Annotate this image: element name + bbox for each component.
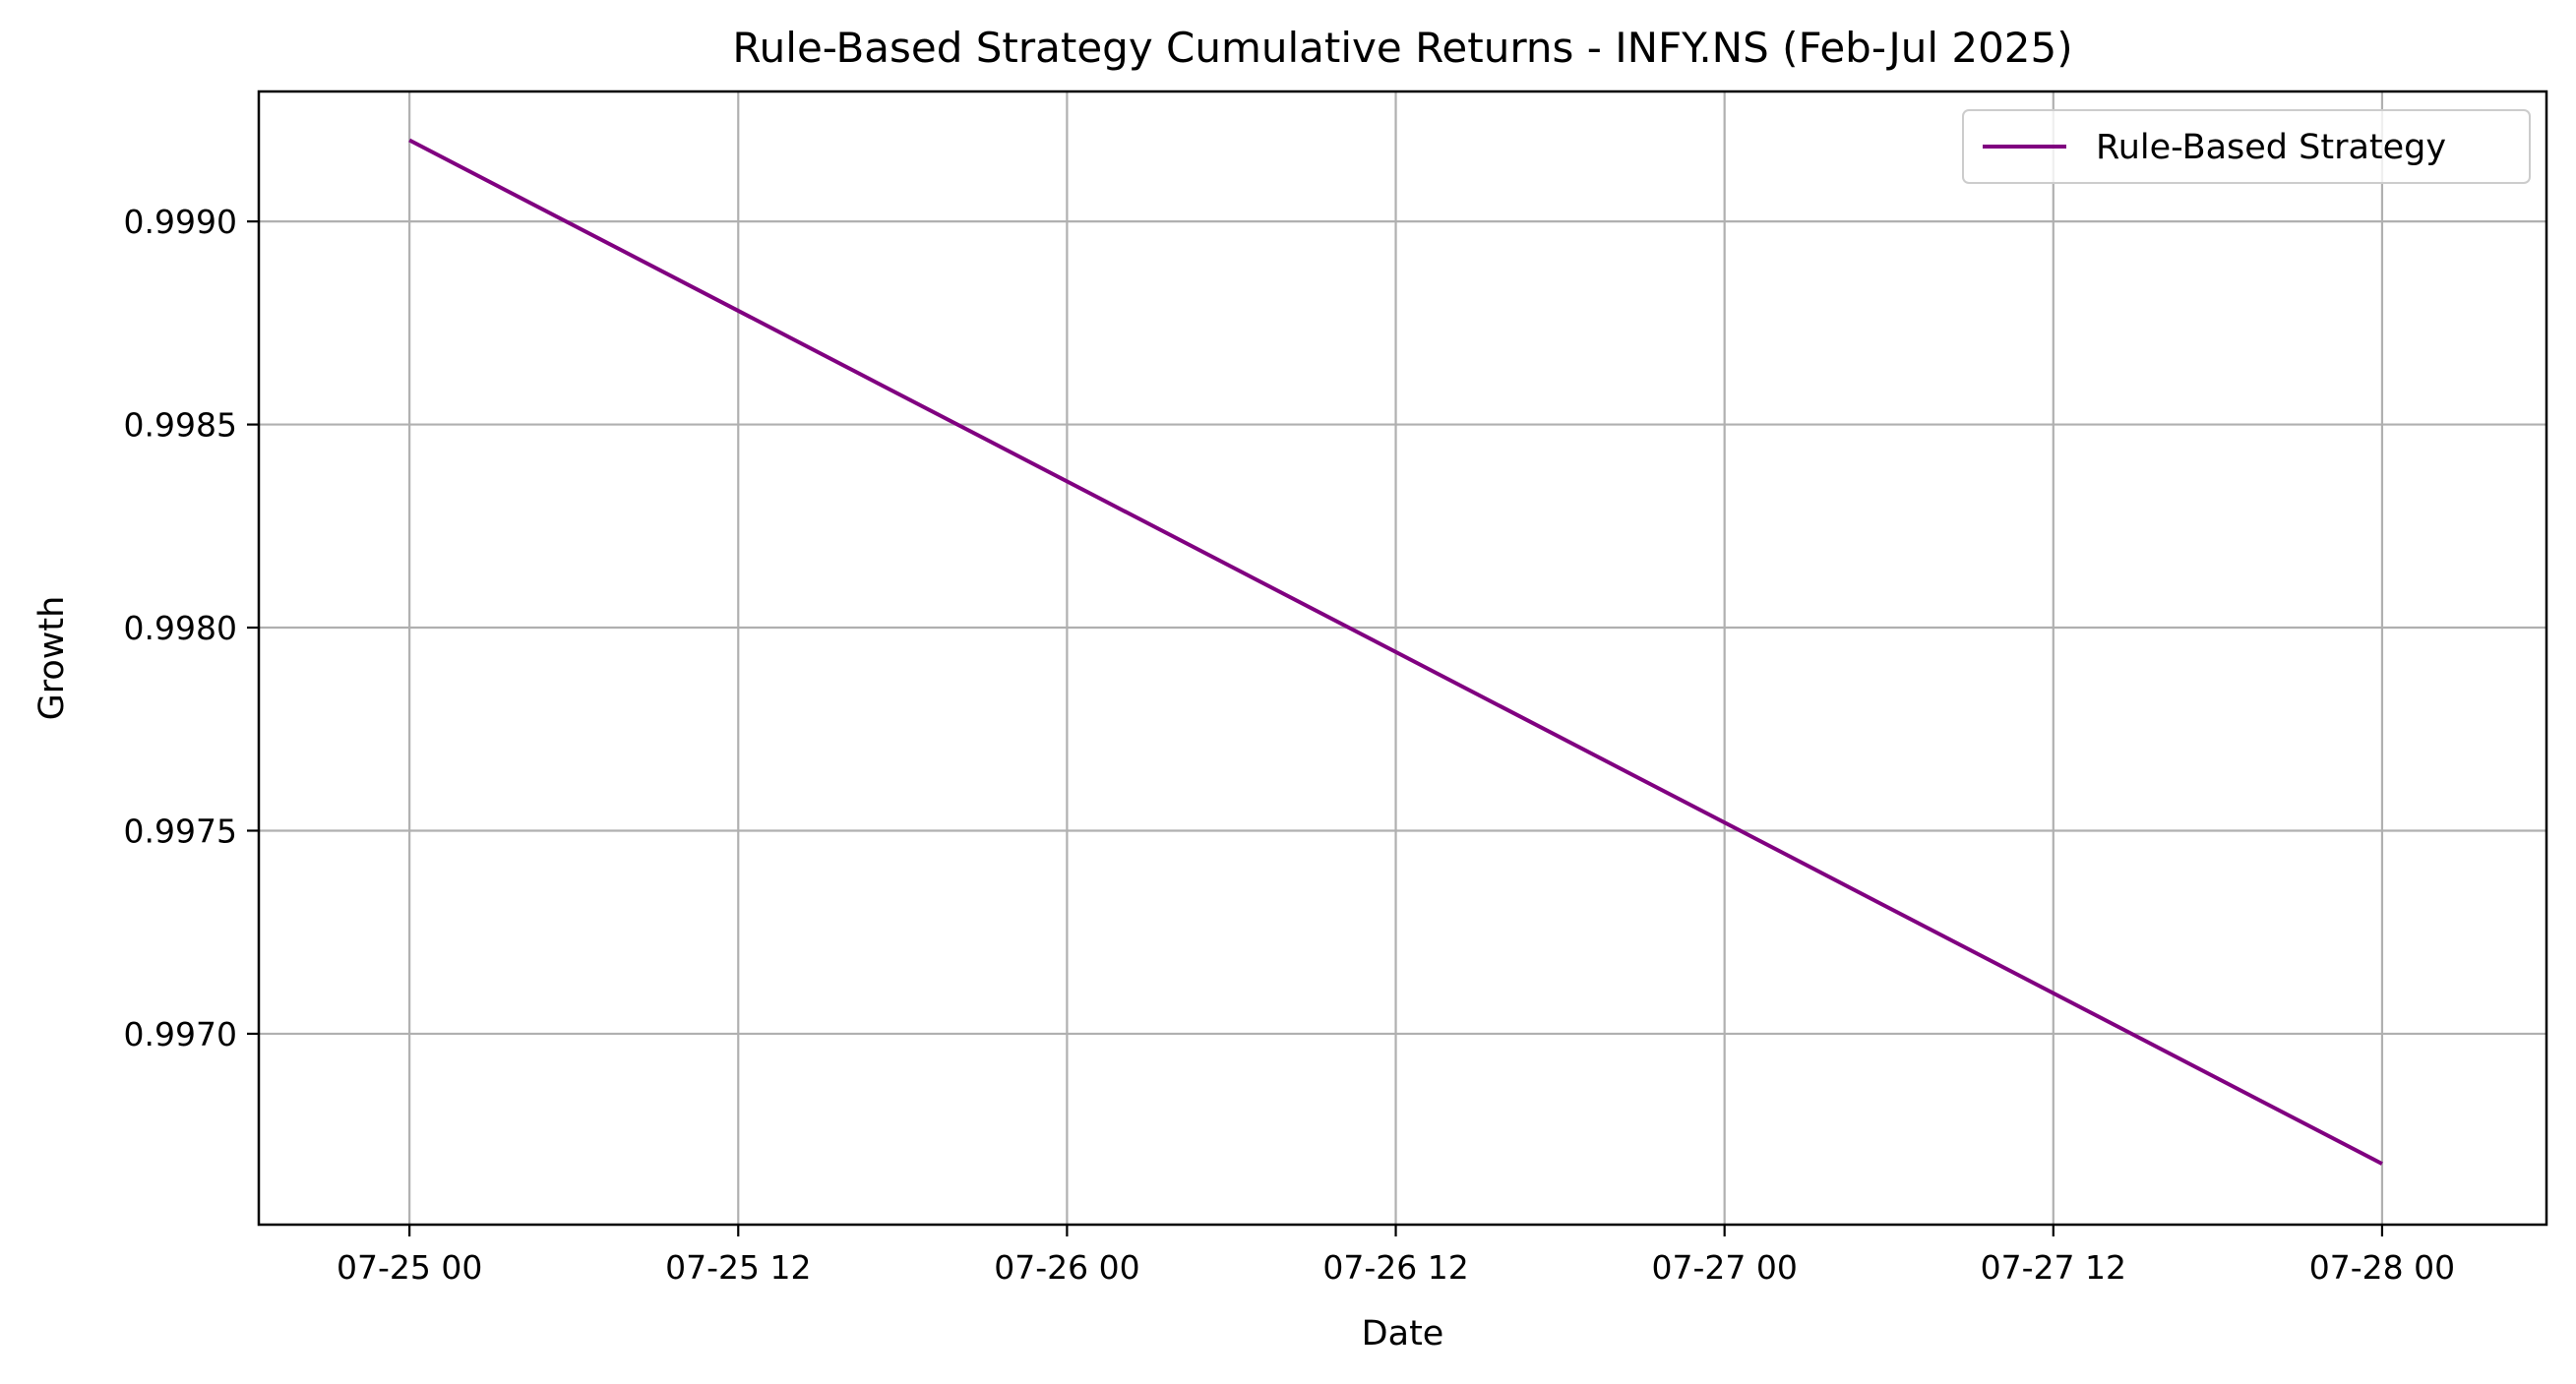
legend-label: Rule-Based Strategy	[2096, 128, 2446, 167]
x-tick-label: 07-27 12	[1981, 1248, 2126, 1287]
plot-frame	[257, 90, 2548, 1227]
series-layer	[408, 138, 2383, 1166]
x-tick-label: 07-26 12	[1322, 1248, 1468, 1287]
tick-layer: 07-25 00 07-25 12 07-26 00 07-26 12 07-27 00…	[124, 203, 2456, 1287]
y-tick-label: 0.9980	[124, 609, 237, 647]
x-tick-label: 07-28 00	[2309, 1248, 2455, 1287]
y-axis-title: Growth	[32, 596, 72, 721]
grid-layer	[259, 91, 2546, 1225]
y-tick-label: 0.9990	[124, 203, 237, 241]
legend: Rule-Based Strategy	[1962, 109, 2531, 184]
x-tick-label: 07-25 12	[665, 1248, 811, 1287]
series-line	[408, 138, 2383, 1166]
y-tick-label: 0.9985	[124, 406, 237, 445]
x-tick-label: 07-26 00	[994, 1248, 1139, 1287]
y-tick-label: 0.9970	[124, 1015, 237, 1053]
x-axis-title: Date	[1362, 1314, 1444, 1354]
y-tick-label: 0.9975	[124, 812, 237, 850]
x-tick-label: 07-25 00	[337, 1248, 482, 1287]
x-tick-label: 07-27 00	[1651, 1248, 1797, 1287]
chart-title: Rule-Based Strategy Cumulative Returns -…	[732, 24, 2072, 72]
legend-box	[1962, 109, 2531, 184]
